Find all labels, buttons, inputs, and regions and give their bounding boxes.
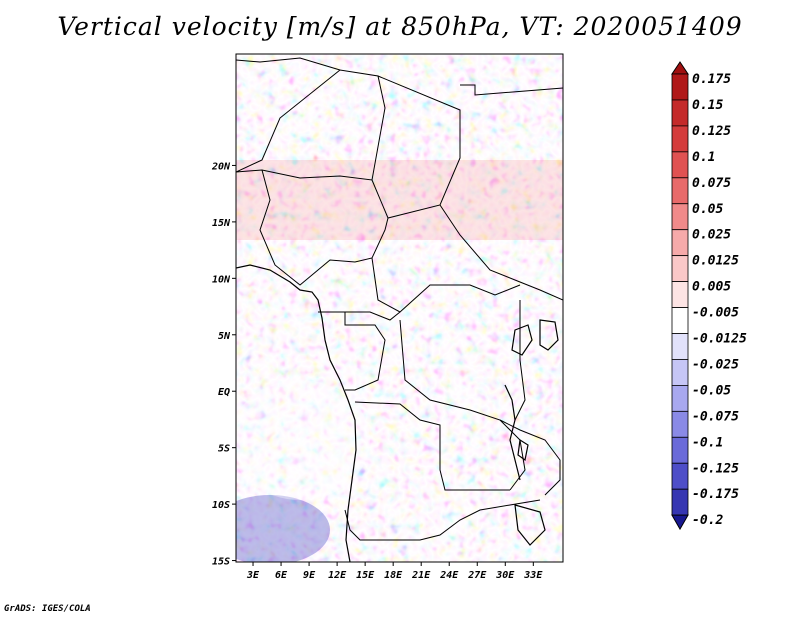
- colorbar-swatch: [671, 125, 689, 153]
- lon-tick-label: 6E: [275, 570, 288, 581]
- colorbar-swatch: [671, 203, 689, 231]
- country-borders: [236, 57, 563, 541]
- lon-tick-label: 3E: [246, 570, 260, 581]
- lon-tick-label: 27E: [467, 570, 487, 581]
- lat-tick-label: 10N: [212, 274, 231, 285]
- colorbar-bottom-arrow: [671, 514, 689, 531]
- colorbar-swatch: [671, 99, 689, 127]
- lat-tick-label: 15S: [212, 557, 230, 568]
- colorbar-swatch: [671, 462, 689, 490]
- colorbar-label: -0.125: [692, 461, 739, 476]
- longitude-axis: 3E 6E 9E 12E 15E 18E 21E 24E 27E 30E 33E: [246, 562, 543, 581]
- colorbar-label: 0.1: [692, 150, 715, 165]
- lon-tick-label: 30E: [495, 570, 515, 581]
- colorbar-label: 0.005: [692, 280, 731, 295]
- lat-tick-label: 5N: [218, 331, 231, 342]
- colorbar-swatch: [671, 436, 689, 464]
- chart-title: Vertical velocity [m/s] at 850hPa, VT: 2…: [57, 12, 743, 41]
- lon-tick-label: 15E: [356, 570, 375, 581]
- colorbar-label: 0.025: [692, 228, 731, 243]
- footer-credit: GrADS: IGES/COLA: [4, 604, 91, 614]
- colorbar-swatch: [671, 488, 689, 516]
- colorbar-label: 0.0125: [692, 254, 739, 269]
- lat-tick-label: 10S: [212, 500, 230, 511]
- coastline: [236, 264, 559, 562]
- colorbar-label: -0.0125: [692, 332, 747, 347]
- colorbar-label: 0.175: [692, 72, 731, 87]
- colorbar-label: -0.075: [692, 409, 739, 424]
- colorbar-label: -0.025: [692, 357, 739, 372]
- colorbar-swatch: [671, 410, 689, 438]
- lon-tick-label: 12E: [328, 570, 347, 581]
- colorbar-swatch: [671, 229, 689, 257]
- colorbar-swatch: [671, 281, 689, 308]
- lon-tick-label: 21E: [411, 570, 431, 581]
- lon-tick-label: 18E: [384, 570, 403, 581]
- colorbar-label: -0.1: [692, 435, 723, 450]
- colorbar-label: 0.15: [692, 98, 723, 113]
- colorbar: 0.175 0.15 0.125 0.1 0.075 0.05 0.025 0.0125 0.0…: [671, 61, 747, 531]
- colorbar-swatch: [671, 384, 689, 412]
- velocity-field: [236, 54, 563, 562]
- latitude-axis: 20N 15N 10N 5N EQ 5S 10S 15S: [211, 161, 236, 568]
- colorbar-label: -0.175: [692, 487, 739, 502]
- colorbar-swatch: [671, 177, 689, 205]
- colorbar-swatch: [671, 151, 689, 179]
- colorbar-label: 0.05: [692, 202, 723, 217]
- colorbar-label: 0.125: [692, 124, 731, 139]
- colorbar-swatch: [671, 333, 689, 360]
- lon-tick-label: 24E: [439, 570, 459, 581]
- colorbar-swatch: [671, 73, 689, 101]
- lat-tick-label: 5S: [218, 444, 230, 455]
- map-frame: [235, 53, 564, 563]
- colorbar-top-arrow: [671, 61, 689, 75]
- colorbar-swatch: [671, 307, 689, 334]
- lat-tick-label: 20N: [211, 161, 231, 172]
- colorbar-label: -0.2: [692, 513, 723, 528]
- colorbar-label: -0.005: [692, 306, 739, 321]
- lat-tick-label: EQ: [218, 387, 230, 398]
- lon-tick-label: 9E: [303, 570, 316, 581]
- lat-tick-label: 15N: [212, 218, 231, 229]
- colorbar-label: 0.075: [692, 176, 731, 191]
- lon-tick-label: 33E: [523, 570, 543, 581]
- colorbar-swatch: [671, 255, 689, 282]
- colorbar-swatch: [671, 359, 689, 386]
- colorbar-label: -0.05: [692, 383, 731, 398]
